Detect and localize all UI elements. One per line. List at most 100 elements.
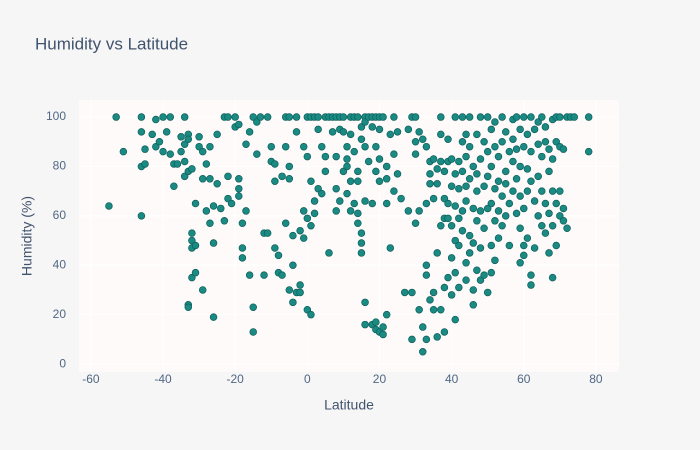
point <box>148 130 156 139</box>
point <box>476 207 485 215</box>
point <box>520 204 528 213</box>
point <box>361 298 369 307</box>
point <box>455 157 463 166</box>
point <box>267 142 276 151</box>
point <box>584 113 593 121</box>
point <box>545 145 553 153</box>
point <box>437 130 445 139</box>
point <box>455 283 463 292</box>
point <box>419 347 427 356</box>
point <box>289 298 297 307</box>
point <box>469 204 478 213</box>
point <box>509 187 517 195</box>
point <box>238 219 247 228</box>
point <box>299 142 308 151</box>
point <box>209 202 218 210</box>
point <box>476 244 485 252</box>
point <box>516 259 524 267</box>
point <box>390 187 398 195</box>
point <box>429 288 438 297</box>
point <box>285 175 294 183</box>
point <box>545 167 553 176</box>
point <box>188 273 196 282</box>
point <box>447 182 456 190</box>
point <box>361 118 369 126</box>
x-axis-title: Latitude <box>324 397 374 413</box>
point <box>501 212 510 220</box>
point <box>307 177 315 186</box>
point <box>198 286 207 294</box>
point <box>498 113 506 121</box>
point <box>422 199 431 208</box>
point <box>422 261 431 270</box>
point <box>455 184 463 193</box>
point <box>278 172 286 181</box>
point <box>426 179 434 188</box>
point <box>509 135 517 144</box>
point <box>202 160 211 168</box>
point <box>538 113 546 121</box>
point <box>206 175 214 183</box>
point <box>372 142 380 151</box>
point <box>462 197 470 205</box>
point <box>310 209 319 218</box>
point <box>361 320 369 329</box>
point <box>426 170 434 178</box>
point <box>242 207 250 215</box>
point <box>404 125 413 134</box>
point <box>505 241 514 250</box>
point <box>527 271 535 279</box>
point <box>411 113 420 121</box>
point <box>556 187 564 195</box>
point <box>198 175 207 183</box>
point <box>487 199 496 208</box>
point <box>357 229 366 237</box>
point <box>350 147 358 156</box>
point <box>375 177 384 186</box>
point <box>155 138 164 146</box>
point <box>491 217 499 225</box>
point <box>271 160 279 168</box>
point <box>314 113 322 121</box>
point <box>209 239 218 247</box>
point <box>339 167 348 176</box>
point <box>440 283 449 292</box>
point <box>242 140 250 148</box>
point <box>465 142 474 151</box>
point <box>520 251 528 260</box>
point <box>480 271 488 279</box>
point <box>285 113 294 121</box>
point <box>541 199 550 208</box>
point <box>137 128 146 136</box>
point <box>263 229 272 237</box>
point <box>314 125 322 134</box>
y-tick-label: 0 <box>59 356 66 370</box>
point <box>184 303 193 312</box>
point <box>451 170 459 178</box>
point <box>408 335 416 344</box>
point <box>173 160 182 168</box>
x-tick-label: 60 <box>517 372 531 386</box>
point <box>458 113 467 121</box>
point <box>520 113 528 121</box>
point <box>512 145 521 153</box>
point <box>379 113 387 121</box>
point <box>444 214 452 223</box>
point <box>498 138 506 146</box>
point <box>404 207 413 215</box>
point <box>462 259 470 267</box>
point <box>314 184 322 193</box>
point <box>545 209 553 218</box>
point <box>397 194 405 203</box>
point <box>487 241 496 250</box>
point <box>364 157 373 166</box>
point <box>379 323 387 331</box>
point <box>195 133 203 141</box>
point <box>534 118 542 126</box>
point <box>501 128 510 136</box>
point <box>350 199 358 208</box>
point <box>198 147 207 156</box>
point <box>382 175 391 183</box>
point <box>483 172 492 181</box>
